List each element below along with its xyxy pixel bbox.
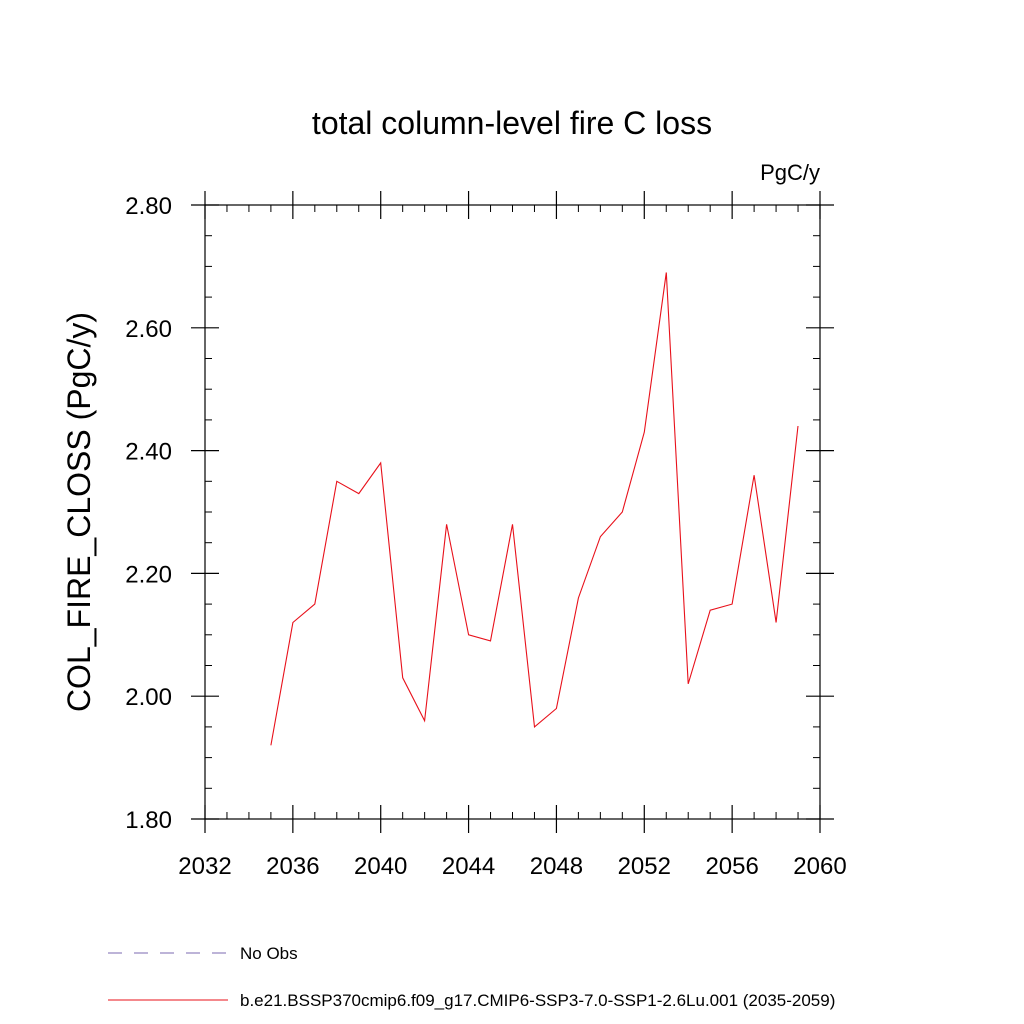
x-tick-label: 2056 — [705, 853, 758, 880]
plot-frame — [204, 204, 821, 820]
y-tick-label: 2.60 — [125, 316, 172, 343]
x-tick-label: 2040 — [354, 853, 407, 880]
x-tick-label: 2032 — [178, 853, 231, 880]
chart-title: total column-level fire C loss — [312, 105, 712, 141]
series-line-0 — [270, 272, 799, 746]
x-tick-label: 2052 — [618, 853, 671, 880]
legend: No Obs b.e21.BSSP370cmip6.f09_g17.CMIP6-S… — [108, 944, 835, 1010]
x-tick-label: 2036 — [266, 853, 319, 880]
x-tick-label: 2044 — [442, 853, 495, 880]
series-layer — [270, 272, 799, 746]
x-tick-label: 2048 — [530, 853, 583, 880]
axes: 2032 2036 2040 2044 2048 2052 2056 2060 1.80 2.00… — [125, 191, 847, 880]
y-axis-label: COL_FIRE_CLOSS (PgC/y) — [61, 312, 97, 712]
y-tick-label: 2.80 — [125, 193, 172, 220]
units-label: PgC/y — [760, 160, 820, 185]
legend-label-1: b.e21.BSSP370cmip6.f09_g17.CMIP6-SSP3-7.… — [240, 991, 835, 1010]
y-tick-label: 2.00 — [125, 684, 172, 711]
y-tick-label: 2.40 — [125, 439, 172, 466]
x-tick-label: 2060 — [793, 853, 846, 880]
y-tick-label: 1.80 — [125, 807, 172, 834]
legend-label-0: No Obs — [240, 944, 298, 963]
y-tick-label: 2.20 — [125, 561, 172, 588]
